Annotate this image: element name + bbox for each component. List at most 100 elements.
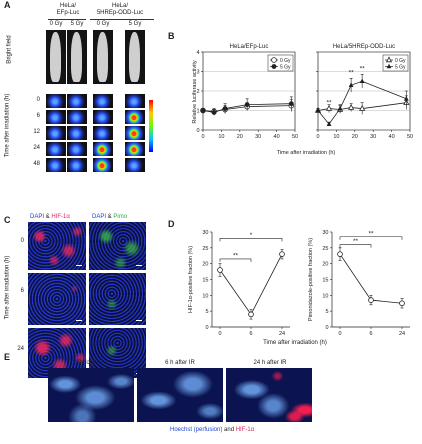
panel-a-col-head-2: HeLa/ 5HREp-ODD-Luc <box>96 3 144 16</box>
data-point <box>359 104 366 111</box>
perfusion-image-24h <box>226 368 312 422</box>
x-tick-label: 10 <box>333 134 339 140</box>
x-tick-label: 6 <box>369 331 372 337</box>
significance-mark: ** <box>327 100 333 107</box>
panel-b-letter: B <box>168 31 175 41</box>
y-tick-label: 5 <box>325 309 328 315</box>
luminescence-image <box>93 126 113 140</box>
chart-title: HeLa/EFp-Luc <box>230 44 269 50</box>
x-tick-label: 30 <box>255 134 261 140</box>
panel-c-head-1: DAPI & HIF-1α <box>30 214 70 221</box>
perfusion-image-before-ir <box>48 368 134 422</box>
bright-field-image <box>67 30 87 84</box>
y-tick-label: 10 <box>202 293 208 299</box>
x-tick-label: 6 <box>249 331 252 337</box>
dapi-pimo-image-6h <box>89 273 146 325</box>
dapi-label: DAPI <box>30 214 45 220</box>
y-tick-label: 0 <box>196 128 199 134</box>
luminescence-image <box>93 158 113 172</box>
x-tick-label: 0 <box>201 134 204 140</box>
x-tick-label: 24 <box>399 331 405 337</box>
dose-label: 5 Gy <box>128 21 142 27</box>
data-point <box>348 82 354 87</box>
y-tick-label: 3 <box>196 70 199 76</box>
time-row-label: 12 <box>33 129 40 135</box>
luminescence-image <box>46 110 66 124</box>
significance-bracket <box>219 258 252 262</box>
panel-c-row-label: 6 <box>20 288 24 294</box>
y-tick-label: 15 <box>202 278 208 284</box>
bright-field-image <box>46 30 66 84</box>
data-point <box>271 64 277 69</box>
panel-e-caption: Hoechst (perfusion) and HIF-1α <box>170 427 254 434</box>
dose-label: 0 Gy <box>96 21 110 27</box>
data-point <box>200 108 206 113</box>
y-tick-label: 20 <box>322 262 328 268</box>
legend-label: 0 Gy <box>280 58 291 64</box>
time-row-label: 24 <box>33 145 40 151</box>
luminescence-image <box>67 142 87 156</box>
y-tick-label: 30 <box>202 230 208 236</box>
y-tick-label: 30 <box>322 230 328 236</box>
y-axis-label: Relative luciferase activity <box>192 60 198 124</box>
dapi-hif-image-6h <box>28 273 86 325</box>
and: and <box>222 427 236 433</box>
luminescence-color-scale <box>149 100 153 152</box>
data-point <box>248 311 254 318</box>
hif-label: HIF-1α <box>235 427 255 433</box>
luminescence-image <box>125 126 145 140</box>
hif-label: HIF-1α <box>51 214 70 220</box>
amp: & <box>106 214 114 220</box>
panel-e-letter: E <box>4 352 11 362</box>
bright-field-image <box>125 30 145 84</box>
significance-bracket <box>339 244 372 248</box>
significance-mark: ** <box>360 66 366 73</box>
legend-label: 0 Gy <box>395 58 406 64</box>
significance-mark: ** <box>368 230 374 237</box>
data-point <box>385 56 393 63</box>
x-tick-label: 20 <box>237 134 243 140</box>
y-tick-label: 25 <box>322 246 328 252</box>
scale-bar <box>136 265 142 266</box>
x-axis-label: Time after irradiation (h) <box>277 150 336 156</box>
panel-a-head-underline-1 <box>48 19 86 20</box>
time-row-label: 0 <box>36 97 40 103</box>
bright-field-image <box>93 30 113 84</box>
y-tick-label: 5 <box>205 309 208 315</box>
data-point <box>348 103 355 110</box>
luminescence-image <box>67 110 87 124</box>
x-tick-label: 0 <box>338 331 341 337</box>
data-point <box>222 106 228 111</box>
x-tick-label: 40 <box>389 134 395 140</box>
significance-mark: ** <box>349 69 355 76</box>
y-tick-label: 0 <box>205 325 208 331</box>
panel-d-xlabel: Time after irradiation (h) <box>263 340 327 346</box>
data-point <box>279 251 285 257</box>
data-point <box>271 57 277 63</box>
data-point <box>325 104 333 111</box>
x-tick-label: 24 <box>279 331 285 337</box>
luminescence-image <box>67 158 87 172</box>
y-tick-label: 2 <box>196 89 199 95</box>
data-point <box>368 297 374 303</box>
series-line <box>317 80 407 125</box>
panel-a-col-head-1: HeLa/ EFp-Luc <box>56 3 80 16</box>
y-tick-label: 10 <box>322 293 328 299</box>
panel-c-row-label: 0 <box>20 238 24 244</box>
x-tick-label: 10 <box>218 134 224 140</box>
x-tick-label: 20 <box>352 134 358 140</box>
panel-c-y-title: Time after irradiation (h) <box>4 255 11 320</box>
x-tick-label: 50 <box>407 134 413 140</box>
y-tick-label: 20 <box>202 262 208 268</box>
luminescence-image <box>67 94 87 108</box>
legend-label: 5 Gy <box>395 65 406 71</box>
significance-mark: * <box>250 232 253 239</box>
time-row-label: 6 <box>36 113 40 119</box>
luminescence-image <box>125 94 145 108</box>
data-point <box>211 110 217 115</box>
x-tick-label: 0 <box>218 331 221 337</box>
time-row-label: 48 <box>33 161 40 167</box>
luminescence-image <box>93 110 113 124</box>
